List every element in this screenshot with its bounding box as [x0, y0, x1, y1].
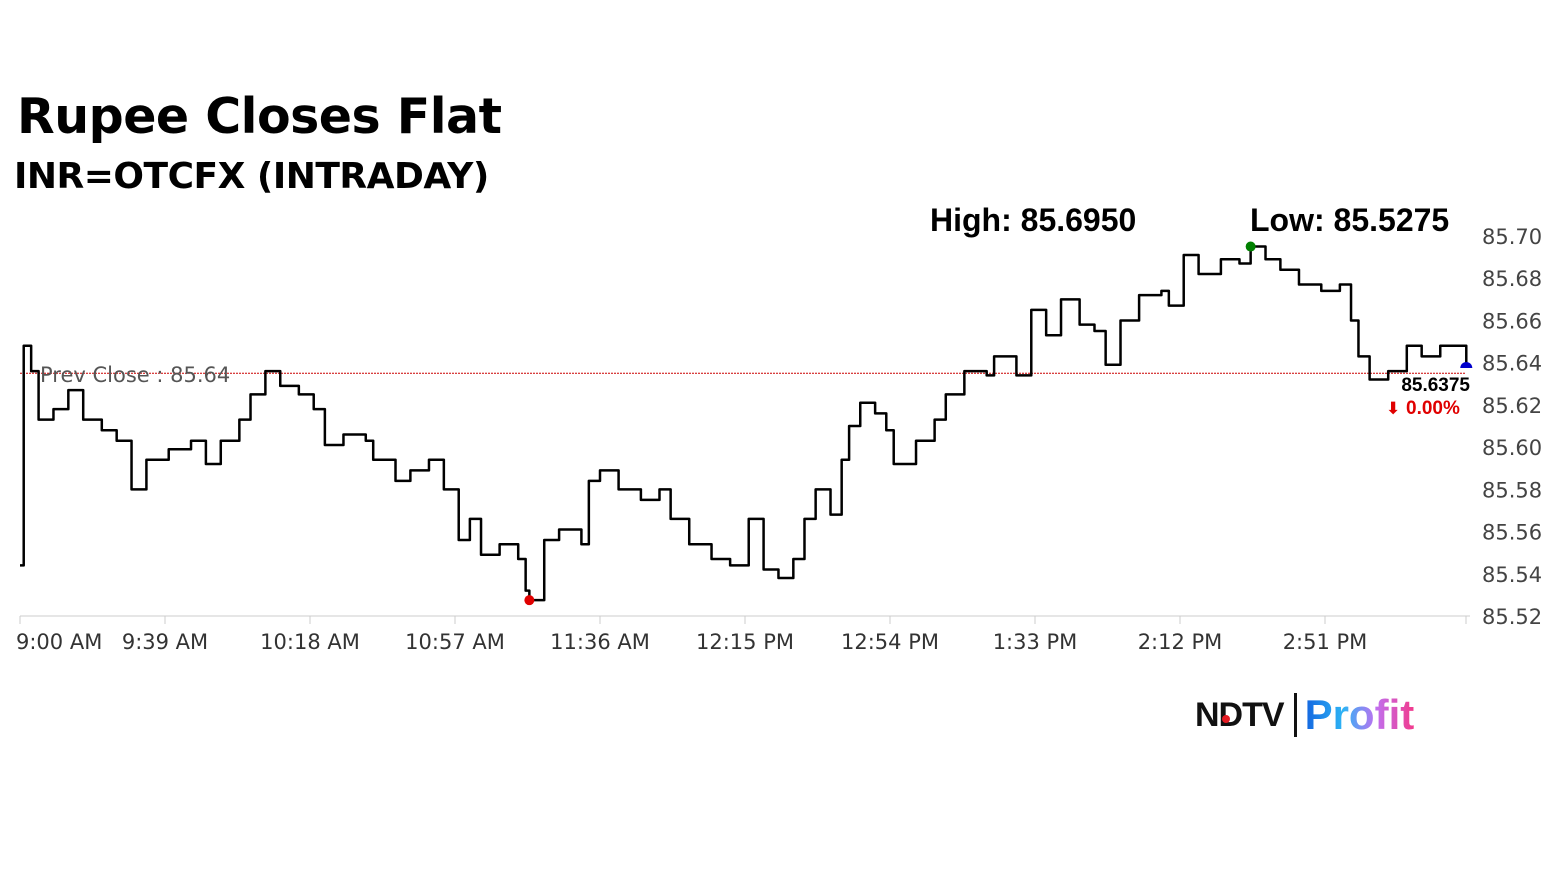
y-tick-label: 85.70: [1482, 225, 1542, 249]
y-tick-label: 85.66: [1482, 309, 1542, 333]
high-marker: [1245, 241, 1256, 252]
price-line: [20, 245, 1468, 602]
x-tick-label: 10:57 AM: [405, 630, 505, 654]
chart-subtitle: INR=OTCFX (INTRADAY): [14, 156, 489, 197]
chart-title: Rupee Closes Flat: [17, 88, 502, 145]
change-percent-label: 0.00%: [1406, 398, 1460, 419]
y-tick-label: 85.60: [1482, 436, 1542, 460]
y-tick-label: 85.62: [1482, 394, 1542, 418]
x-tick-label: 1:33 PM: [993, 630, 1078, 654]
logo-ndtv: NDTV: [1195, 695, 1285, 734]
y-tick-label: 85.64: [1482, 352, 1542, 376]
x-tick-label: 2:12 PM: [1138, 630, 1223, 654]
ndtv-profit-logo: NDTV Profit: [1195, 690, 1414, 740]
x-tick-label: 9:39 AM: [122, 630, 208, 654]
x-tick-label: 11:36 AM: [550, 630, 650, 654]
logo-divider: [1293, 693, 1297, 737]
y-tick-label: 85.54: [1482, 563, 1542, 587]
x-tick-label: 2:51 PM: [1283, 630, 1368, 654]
x-tick-label: 9:00 AM: [16, 630, 102, 654]
high-label: High: 85.6950: [930, 202, 1137, 238]
last-price-marker: [1460, 361, 1473, 368]
y-tick-label: 85.68: [1482, 267, 1542, 291]
y-tick-label: 85.56: [1482, 521, 1542, 545]
last-price-label: 85.6375: [1401, 375, 1470, 396]
low-label: Low: 85.5275: [1250, 202, 1450, 238]
x-tick-label: 12:54 PM: [841, 630, 939, 654]
y-tick-label: 85.58: [1482, 478, 1542, 502]
x-tick-label: 12:15 PM: [696, 630, 794, 654]
logo-profit: Profit: [1304, 691, 1415, 738]
x-tick-label: 10:18 AM: [260, 630, 360, 654]
low-marker: [524, 595, 535, 606]
down-arrow-icon: ⬇: [1386, 399, 1400, 419]
prev-close-label: Prev Close : 85.64: [40, 363, 230, 387]
y-tick-label: 85.52: [1482, 605, 1542, 629]
